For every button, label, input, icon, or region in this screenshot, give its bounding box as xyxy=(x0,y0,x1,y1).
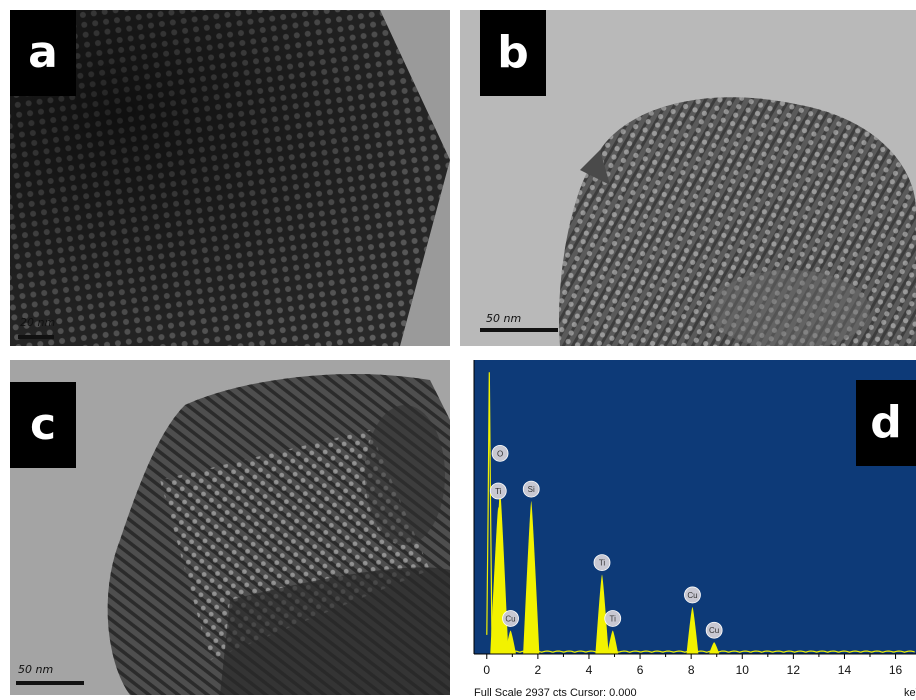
x-tick-label: 16 xyxy=(889,663,903,677)
peak-label-text: Ti xyxy=(495,487,502,496)
panel-a: a 20 nm xyxy=(10,10,450,346)
peak-label: O xyxy=(491,444,509,462)
peak-label-bubble xyxy=(705,621,723,639)
peak-label-bubble xyxy=(593,554,611,572)
x-tick-label: 14 xyxy=(838,663,852,677)
panel-letter-c: c xyxy=(10,382,76,468)
spectrum-footer: Full Scale 2937 cts Cursor: 0.000 xyxy=(474,687,637,699)
peak-label-text: Si xyxy=(528,485,535,494)
spectrum-peak xyxy=(607,630,619,654)
spectrum-peak xyxy=(595,574,609,654)
x-tick-label: 4 xyxy=(586,663,593,677)
scale-bar-b xyxy=(480,328,558,332)
scale-label-c: 50 nm xyxy=(18,663,54,676)
scale-label-a: 20 nm xyxy=(20,316,56,329)
peak-label-bubble xyxy=(522,480,540,498)
tem-image-b xyxy=(460,10,916,346)
panel-letter-d: d xyxy=(856,380,916,466)
eds-spectrum: O Ti Cu Si Ti Ti Cu Cu 0 2 4 6 8 10 12 14 16 Full Scale… xyxy=(473,360,916,699)
peak-label: Ti xyxy=(604,610,622,627)
panel-c: c 50 nm xyxy=(10,360,450,695)
peak-label-text: Cu xyxy=(687,591,697,600)
scale-bar-c xyxy=(16,681,84,685)
tem-image-c xyxy=(10,360,450,695)
x-tick-label: 8 xyxy=(688,663,695,677)
spectrum-peak xyxy=(686,606,699,654)
x-tick-label: 2 xyxy=(535,663,542,677)
peak-label-bubble xyxy=(491,444,509,462)
peak-label: Cu xyxy=(502,610,519,627)
peak-label-text: Ti xyxy=(599,559,606,568)
x-tick-label: 0 xyxy=(483,663,490,677)
peak-label-bubble xyxy=(604,610,622,627)
peak-label: Si xyxy=(522,480,540,498)
tem-image-a xyxy=(10,10,450,346)
spectrum-baseline xyxy=(486,372,915,653)
spectrum-peak xyxy=(523,501,540,654)
panel-b: b 50 nm xyxy=(460,10,916,346)
peak-label-bubble xyxy=(684,586,701,604)
peak-label-text: Ti xyxy=(610,614,617,623)
x-tick-label: 12 xyxy=(787,663,801,677)
scale-label-b: 50 nm xyxy=(486,312,522,325)
x-axis-unit: keV xyxy=(904,687,916,699)
scale-bar-a xyxy=(18,335,54,339)
spectrum-peak xyxy=(505,630,517,654)
spectrum-peak xyxy=(708,642,720,654)
peak-label: Cu xyxy=(684,586,701,604)
peak-label: Cu xyxy=(705,621,723,639)
peak-label-bubble xyxy=(489,482,507,500)
peak-label-bubble xyxy=(502,610,519,627)
spectrum-plot-area xyxy=(474,360,916,654)
panel-d: O Ti Cu Si Ti Ti Cu Cu 0 2 4 6 8 10 12 14 16 Full Scale… xyxy=(460,360,916,700)
peak-label: Ti xyxy=(489,482,507,500)
peak-label: Ti xyxy=(593,554,611,572)
peak-label-text: Cu xyxy=(505,614,515,623)
x-tick-label: 10 xyxy=(736,663,750,677)
panel-letter-b: b xyxy=(480,10,546,96)
panel-letter-a: a xyxy=(10,10,76,96)
x-tick-label: 6 xyxy=(637,663,644,677)
peak-label-text: Cu xyxy=(709,626,719,635)
peak-label-text: O xyxy=(497,449,503,458)
